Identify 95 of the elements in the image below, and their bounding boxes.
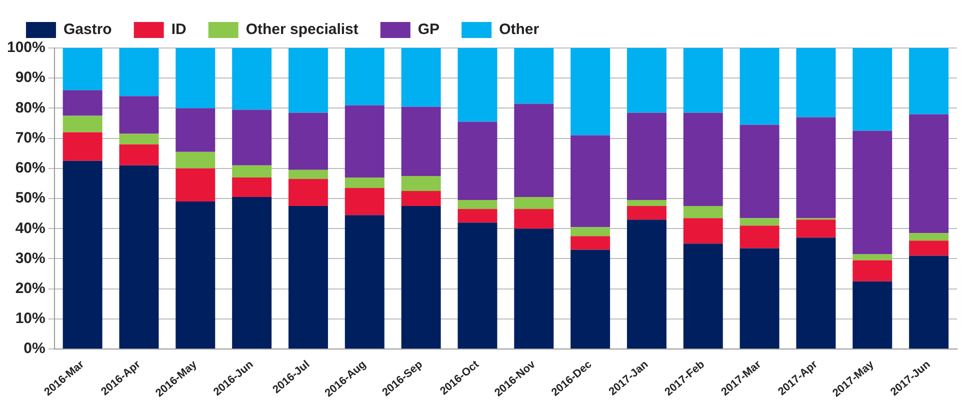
bar — [458, 48, 498, 122]
bar — [852, 281, 892, 349]
legend-label: Gastro — [64, 21, 112, 38]
bar — [119, 134, 159, 144]
bar — [62, 48, 102, 90]
bar — [852, 260, 892, 282]
y-tick-label: 60% — [15, 160, 46, 177]
bar — [909, 114, 949, 234]
bar — [909, 256, 949, 349]
bar — [458, 222, 498, 349]
bar — [401, 191, 441, 206]
bar — [796, 238, 836, 349]
bar — [344, 188, 384, 216]
y-tick-label: 70% — [15, 129, 46, 146]
bar — [176, 152, 216, 168]
y-tick-label: 30% — [15, 250, 46, 267]
bar — [288, 170, 328, 179]
y-tick-label: 80% — [15, 99, 46, 116]
bar — [570, 227, 610, 236]
bar — [514, 104, 554, 198]
legend-label: ID — [171, 21, 187, 38]
bar — [232, 177, 272, 198]
bar — [344, 48, 384, 106]
bar — [683, 112, 723, 206]
bar — [62, 132, 102, 161]
bar — [119, 48, 159, 96]
bar — [176, 168, 216, 202]
y-tick-label: 10% — [15, 310, 46, 328]
bar — [909, 233, 949, 241]
bar — [288, 178, 328, 206]
bar — [288, 48, 328, 113]
bar — [401, 106, 441, 176]
bar — [740, 218, 780, 226]
y-tick-label: 0% — [24, 340, 46, 358]
bar — [740, 248, 780, 349]
y-tick-label: 50% — [15, 190, 46, 207]
bar — [514, 228, 554, 349]
bar — [514, 209, 554, 229]
bar — [288, 206, 328, 349]
bar — [176, 202, 216, 349]
bar — [796, 48, 836, 118]
bar — [62, 116, 102, 132]
bar — [458, 200, 498, 210]
bar — [401, 176, 441, 191]
y-tick-label: 100% — [6, 39, 46, 56]
bar — [740, 226, 780, 248]
bar — [683, 206, 723, 218]
bar — [626, 48, 666, 113]
bar — [852, 254, 892, 260]
bar — [796, 117, 836, 218]
bar — [401, 48, 441, 107]
bar — [570, 48, 610, 136]
bar — [796, 220, 836, 238]
bar — [232, 48, 272, 110]
bar — [458, 122, 498, 200]
bar — [232, 110, 272, 166]
bar — [458, 209, 498, 223]
bar — [626, 206, 666, 220]
bar — [62, 90, 102, 116]
bar — [683, 244, 723, 349]
bar — [740, 124, 780, 218]
bar — [119, 144, 159, 166]
bar — [626, 200, 666, 206]
y-tick-label: 20% — [15, 280, 46, 297]
bar — [176, 48, 216, 108]
bar — [683, 48, 723, 113]
legend-label: GP — [418, 21, 440, 38]
bar — [852, 130, 892, 254]
bar — [288, 112, 328, 170]
bar — [62, 160, 102, 349]
bar — [626, 112, 666, 200]
bar — [852, 48, 892, 131]
bar — [626, 220, 666, 349]
bar — [909, 48, 949, 114]
y-tick-label: 90% — [15, 69, 46, 86]
legend-label: Other specialist — [246, 21, 358, 38]
bar — [119, 96, 159, 134]
bar — [570, 135, 610, 228]
bar — [344, 105, 384, 178]
bar — [119, 165, 159, 349]
bar — [514, 48, 554, 104]
bar — [232, 165, 272, 178]
y-tick-label: 40% — [15, 220, 46, 237]
bar — [570, 250, 610, 349]
bar — [176, 108, 216, 152]
bar — [740, 48, 780, 125]
bar — [344, 177, 384, 188]
bar — [570, 236, 610, 250]
legend-label: Other — [499, 21, 540, 38]
bar — [344, 215, 384, 349]
bar — [683, 218, 723, 244]
bar — [909, 240, 949, 256]
bar — [232, 197, 272, 349]
bar — [401, 206, 441, 349]
bar — [514, 197, 554, 210]
